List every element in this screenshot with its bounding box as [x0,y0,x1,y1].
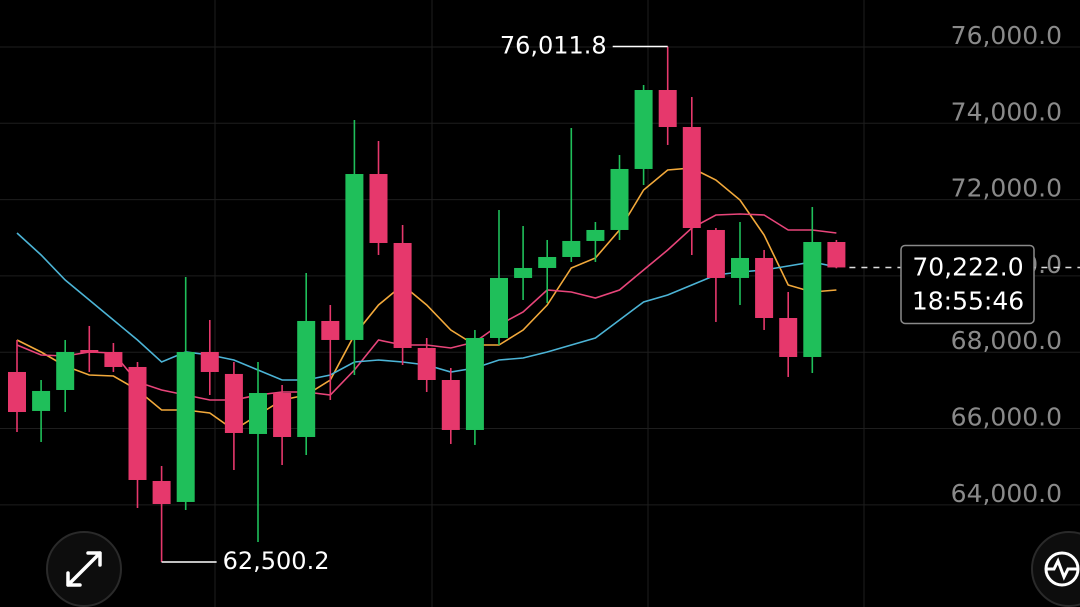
candles [8,46,846,563]
candle-body [658,90,677,128]
y-tick-label: 64,000.0 [951,479,1062,508]
min-label: 62,500.2 [223,547,330,575]
candle-body [393,242,412,348]
last-price-box [900,244,1035,325]
y-tick-label: 66,000.0 [951,403,1062,432]
y-tick-label: 74,000.0 [951,97,1062,126]
candle-body [610,168,629,230]
candle-body [465,337,484,430]
candle-body [56,351,75,390]
y-tick-label: 68,000.0 [951,326,1062,355]
candle-body [345,174,364,340]
expand-button[interactable] [46,531,122,607]
y-tick-label: 76,000.0 [951,21,1062,50]
countdown: 18:55:46 [912,286,1024,315]
annotations: 76,011.8 62,500.2 70,222.0 18:55:46 [161,32,1080,575]
candle-body [417,347,436,380]
candle-body [32,390,51,411]
candle-body [321,320,340,340]
max-label: 76,011.8 [500,32,607,60]
candle-body [104,351,123,367]
candle-body [562,240,581,257]
candle-body [779,317,798,357]
candle-body [224,373,243,433]
candle-body [803,241,822,357]
grid [0,46,1080,506]
candle-body [152,480,171,504]
side-icon-wave [1046,557,1078,581]
expand-icon [66,551,102,587]
candle-body [273,393,292,437]
candle-body [441,379,460,430]
last-price-label: 70,222.0 [912,252,1023,281]
y-tick-label: 72,000.0 [951,174,1062,203]
side-circle[interactable] [1031,531,1080,607]
candle-body [297,320,316,437]
candle-body [200,351,219,372]
candle-body [80,350,99,353]
candle-body [514,267,533,278]
candle-body [176,351,195,502]
candle-body [682,127,701,228]
candle-body [634,90,653,169]
side-button[interactable] [1031,531,1080,607]
candle-body [538,256,557,268]
candle-body [128,366,147,480]
candle-body [755,257,774,318]
candle-body [731,257,749,278]
candle-body [8,371,26,413]
candle-body [369,174,388,243]
candle-body [586,229,605,241]
candle-body [706,229,725,278]
candle-body [490,277,508,338]
candle-body [827,241,846,268]
candle-body [249,393,267,434]
